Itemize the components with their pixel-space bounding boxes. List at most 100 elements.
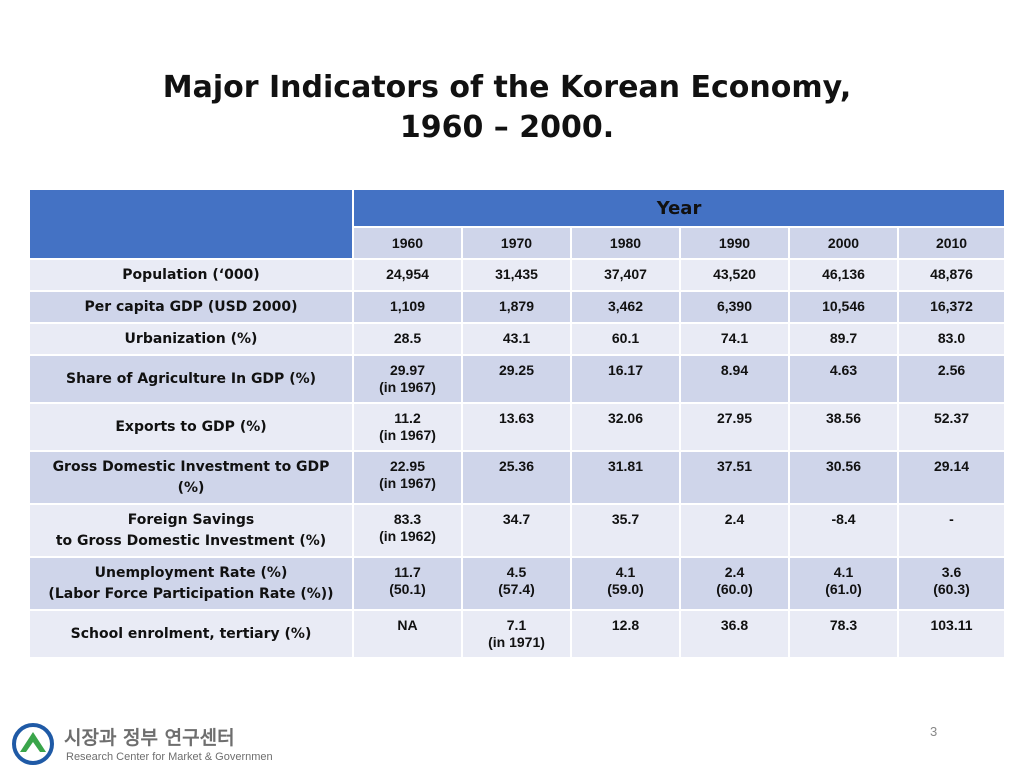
value-cell: 6,390 — [681, 292, 790, 324]
cell-value: 35.7 — [611, 511, 640, 527]
value-cell: 48,876 — [899, 260, 1007, 292]
cell-value: 30.56 — [825, 458, 862, 474]
research-center-logo: 시장과 정부 연구센터 Research Center for Market &… — [12, 723, 272, 765]
cell-value: 74.1 — [720, 330, 749, 346]
value-cell: 31.81 — [572, 452, 681, 505]
row-label: Population (‘000) — [30, 260, 354, 292]
cell-note: (60.3) — [933, 581, 970, 597]
cell-note: (50.1) — [389, 581, 426, 597]
value-cell: 83.3 (in 1962) — [354, 505, 463, 558]
cell-value: 4.1 — [615, 564, 636, 580]
year-header: Year — [354, 190, 1007, 228]
row-label: Per capita GDP (USD 2000) — [30, 292, 354, 324]
year-cell-2010: 2010 — [899, 228, 1007, 260]
table-row: Urbanization (%) 28.5 43.1 60.1 74.1 89.7 83.0 — [30, 324, 1007, 356]
row-label-line: School enrolment, tertiary (%) — [70, 625, 312, 642]
cell-value: 31.81 — [607, 458, 644, 474]
cell-value: 7.1 — [506, 617, 527, 633]
value-cell: 35.7 — [572, 505, 681, 558]
cell-value: 37.51 — [716, 458, 753, 474]
value-cell: 38.56 — [790, 404, 899, 452]
value-cell: 29.25 — [463, 356, 572, 404]
logo-english-text: Research Center for Market & Government — [66, 751, 272, 763]
value-cell: 1,879 — [463, 292, 572, 324]
year-cell-1970: 1970 — [463, 228, 572, 260]
cell-value: 4.1 — [833, 564, 854, 580]
row-label-line: Foreign Savings — [127, 511, 255, 528]
cell-value: 43,520 — [713, 266, 756, 282]
value-cell: 4.5 (57.4) — [463, 558, 572, 611]
row-label: Gross Domestic Investment to GDP (%) — [30, 452, 354, 505]
slide-title: Major Indicators of the Korean Economy, … — [0, 68, 1014, 148]
cell-value: 3,462 — [607, 298, 644, 314]
cell-value: 16.17 — [607, 362, 644, 378]
value-cell: 52.37 — [899, 404, 1007, 452]
value-cell: 3,462 — [572, 292, 681, 324]
year-cell-1980: 1980 — [572, 228, 681, 260]
table-row: Exports to GDP (%) 11.2 (in 1967) 13.63 32.0… — [30, 404, 1007, 452]
cell-value: 83.0 — [937, 330, 966, 346]
cell-value: 6,390 — [716, 298, 753, 314]
value-cell: 83.0 — [899, 324, 1007, 356]
row-label-line: Per capita GDP (USD 2000) — [84, 298, 298, 315]
cell-value: 8.94 — [720, 362, 749, 378]
cell-value: 4.63 — [829, 362, 858, 378]
value-cell: 78.3 — [790, 611, 899, 659]
cell-value: 4.5 — [506, 564, 527, 580]
value-cell: 37,407 — [572, 260, 681, 292]
cell-value: 25.36 — [498, 458, 535, 474]
cell-value: 89.7 — [829, 330, 858, 346]
value-cell: 11.7 (50.1) — [354, 558, 463, 611]
row-label-line: Exports to GDP (%) — [115, 418, 267, 435]
cell-value: 2.56 — [937, 362, 966, 378]
value-cell: 2.4 — [681, 505, 790, 558]
cell-value: 11.2 — [394, 410, 421, 426]
row-label: Unemployment Rate (%) (Labor Force Partic… — [30, 558, 354, 611]
value-cell: 4.63 — [790, 356, 899, 404]
cell-value: 43.1 — [502, 330, 531, 346]
value-cell: 37.51 — [681, 452, 790, 505]
cell-value: 103.11 — [930, 617, 973, 633]
cell-value: 31,435 — [495, 266, 538, 282]
cell-note: (in 1967) — [379, 475, 436, 491]
cell-value: 46,136 — [822, 266, 865, 282]
table-row: Unemployment Rate (%) (Labor Force Partic… — [30, 558, 1007, 611]
value-cell: 43.1 — [463, 324, 572, 356]
cell-note: (61.0) — [825, 581, 862, 597]
row-label: Exports to GDP (%) — [30, 404, 354, 452]
value-cell: 1,109 — [354, 292, 463, 324]
value-cell: 22.95 (in 1967) — [354, 452, 463, 505]
cell-value: NA — [397, 617, 418, 633]
cell-note: (57.4) — [498, 581, 535, 597]
row-label: Foreign Savings to Gross Domestic Investm… — [30, 505, 354, 558]
row-label: School enrolment, tertiary (%) — [30, 611, 354, 659]
value-cell: 31,435 — [463, 260, 572, 292]
value-cell: 60.1 — [572, 324, 681, 356]
header-corner-cell — [30, 190, 354, 260]
cell-value: 2.4 — [724, 511, 745, 527]
value-cell: 4.1 (59.0) — [572, 558, 681, 611]
indicators-table: Year 1960 1970 1980 1990 2000 2010 Population… — [30, 190, 1007, 659]
cell-note: (in 1962) — [379, 528, 436, 544]
cell-value: - — [949, 511, 954, 527]
row-label-line: to Gross Domestic Investment (%) — [55, 532, 327, 549]
value-cell: 29.14 — [899, 452, 1007, 505]
row-label-line: Population (‘000) — [122, 266, 260, 283]
cell-value: 38.56 — [825, 410, 862, 426]
year-cell-1960: 1960 — [354, 228, 463, 260]
cell-value: 1,109 — [389, 298, 426, 314]
table-row: Per capita GDP (USD 2000) 1,109 1,879 3,462… — [30, 292, 1007, 324]
cell-value: 36.8 — [720, 617, 749, 633]
value-cell: 2.56 — [899, 356, 1007, 404]
value-cell: 89.7 — [790, 324, 899, 356]
cell-value: 32.06 — [607, 410, 644, 426]
cell-value: 52.37 — [933, 410, 970, 426]
value-cell: 10,546 — [790, 292, 899, 324]
cell-value: 29.97 — [389, 362, 426, 378]
value-cell: 24,954 — [354, 260, 463, 292]
table-row: Share of Agriculture In GDP (%) 29.97 (in … — [30, 356, 1007, 404]
cell-value: 13.63 — [498, 410, 535, 426]
cell-note: (59.0) — [607, 581, 644, 597]
year-cell-1990: 1990 — [681, 228, 790, 260]
cell-value: 48,876 — [930, 266, 973, 282]
